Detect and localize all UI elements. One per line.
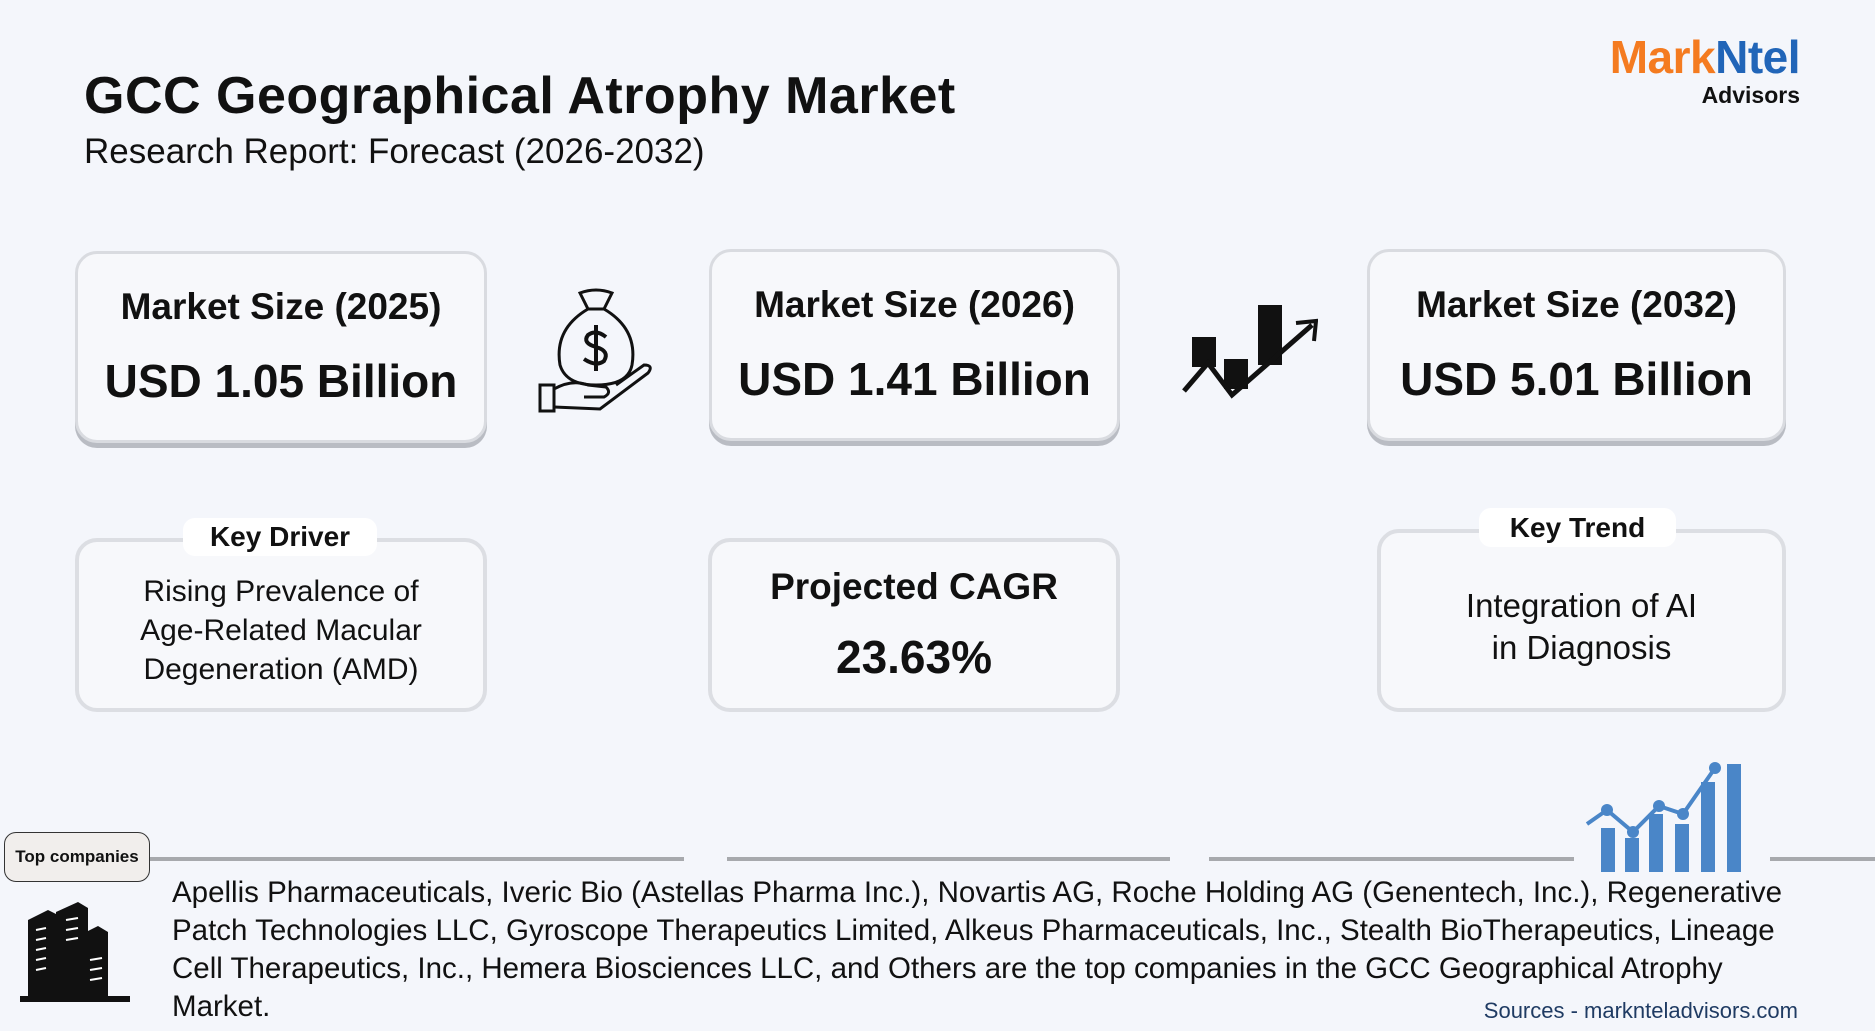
logo-part-mark: Mark <box>1609 31 1716 83</box>
divider-line <box>1770 857 1875 861</box>
card-label: Market Size (2025) <box>120 286 442 327</box>
trend-up-chart-icon <box>1182 305 1318 399</box>
sources-text: Sources - marknteladvisors.com <box>1483 998 1798 1023</box>
key-driver-card: Rising Prevalence of Age-Related Macular… <box>75 538 487 712</box>
top-companies-block: Apellis Pharmaceuticals, Iveric Bio (Ast… <box>172 874 1798 1030</box>
projected-cagr-card: Projected CAGR 23.63% <box>708 538 1120 712</box>
market-size-2025-card: Market Size (2025) USD 1.05 Billion <box>75 251 487 443</box>
top-companies-text: Apellis Pharmaceuticals, Iveric Bio (Ast… <box>172 876 1783 1023</box>
marknteladvisors-logo: MarkNtel Advisors <box>1590 31 1801 108</box>
page-title: GCC Geographical Atrophy Market <box>84 67 956 125</box>
card-value: USD 1.05 Billion <box>104 355 458 407</box>
card-label: Market Size (2026) <box>754 284 1075 325</box>
divider-line <box>1209 857 1574 861</box>
divider-line <box>727 857 1170 861</box>
money-bag-hand-icon <box>538 288 652 413</box>
logo-part-ntel: Ntel <box>1715 31 1800 83</box>
key-driver-tag: Key Driver <box>183 518 377 556</box>
top-companies-tag: Top companies <box>4 832 150 882</box>
key-driver-line: Rising Prevalence of <box>143 574 419 608</box>
logo-part-advisors: Advisors <box>1701 82 1800 108</box>
cagr-value: 23.63% <box>835 631 992 683</box>
key-driver-line: Age-Related Macular <box>140 613 422 647</box>
bar-chart-growth-icon <box>1585 762 1741 872</box>
page-subtitle: Research Report: Forecast (2026-2032) <box>84 132 705 171</box>
card-value: USD 1.41 Billion <box>738 353 1091 405</box>
card-label: Market Size (2032) <box>1416 284 1737 325</box>
market-size-2032-card: Market Size (2032) USD 5.01 Billion <box>1367 249 1786 441</box>
key-trend-tag: Key Trend <box>1479 508 1676 547</box>
cagr-label: Projected CAGR <box>770 566 1058 607</box>
key-trend-line: in Diagnosis <box>1491 628 1672 666</box>
market-size-2026-card: Market Size (2026) USD 1.41 Billion <box>709 249 1120 441</box>
key-trend-card: Integration of AI in Diagnosis <box>1377 529 1786 712</box>
card-value: USD 5.01 Billion <box>1400 353 1753 405</box>
key-trend-line: Integration of AI <box>1465 586 1698 624</box>
divider-line <box>150 857 684 861</box>
key-driver-line: Degeneration (AMD) <box>143 652 419 686</box>
buildings-icon <box>20 902 130 1002</box>
